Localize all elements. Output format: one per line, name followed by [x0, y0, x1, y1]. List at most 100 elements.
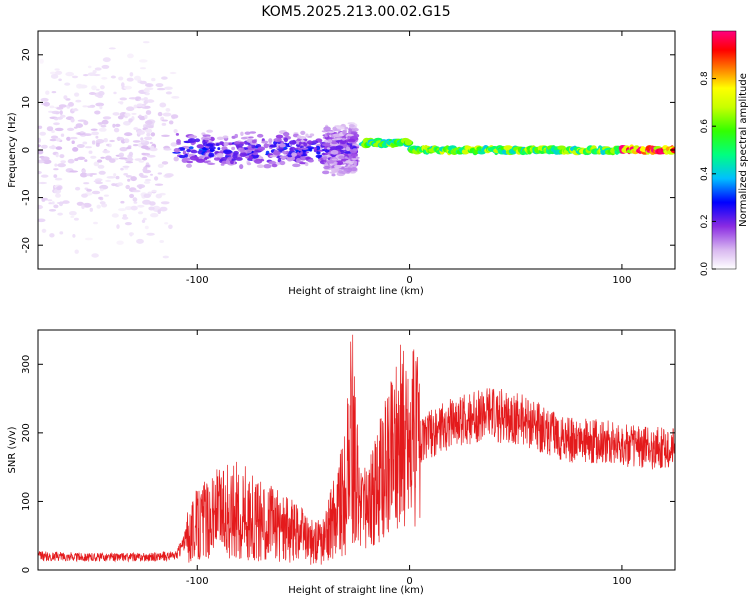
spectrogram-blob [201, 132, 206, 135]
spectrogram-blob [99, 188, 104, 192]
spectrogram-blob [309, 133, 315, 137]
spectrogram-blob [74, 158, 79, 162]
spectrogram-blob [38, 218, 46, 223]
spectrogram-blob [249, 147, 257, 151]
spectrogram-blob [324, 139, 328, 143]
spectrogram-blob [53, 204, 59, 209]
spectrogram-blob [87, 105, 93, 108]
spectrogram-blob [173, 129, 178, 134]
spectrogram-blob [99, 184, 109, 190]
spectrogram-blob [49, 138, 57, 142]
spectrogram-blob [324, 149, 330, 153]
spectrogram-blob [252, 152, 259, 156]
spectrogram-blob [239, 164, 244, 170]
spectrogram-blob [124, 222, 132, 226]
spectrogram-blob [136, 130, 146, 135]
spectrogram-blob [142, 168, 147, 172]
colorbar-tick-label: 0.4 [700, 166, 710, 181]
spectrogram-blob [170, 142, 178, 147]
spectrogram-blob [159, 102, 167, 108]
spectrogram-blob [208, 152, 215, 158]
spectrogram-blob [83, 120, 89, 126]
spectrogram-blob [55, 146, 63, 150]
spectrogram-blob [128, 232, 134, 236]
spectrogram-blob [116, 224, 120, 230]
spectrogram-blob [138, 59, 148, 63]
spectrogram-blob [160, 201, 170, 205]
spectrogram-blob [338, 155, 345, 160]
spectrogram-blob [326, 132, 331, 136]
spectrogram-blob [168, 120, 174, 125]
spectrogram-blob [223, 141, 229, 147]
spectrogram-blob [305, 162, 309, 167]
spectrogram-blob [98, 196, 102, 200]
spectrogram-blob [117, 101, 124, 104]
spectrogram-ytick-label: 20 [21, 48, 32, 61]
spectrogram-blob [279, 160, 286, 166]
spectrogram-blob [39, 131, 46, 136]
spectrogram-blob [51, 91, 57, 94]
spectrogram-blob [279, 143, 286, 148]
spectrogram-blob [103, 138, 108, 143]
spectrogram-blob [345, 146, 351, 152]
spectrogram-blob [71, 75, 79, 79]
spectrogram-segment [172, 129, 329, 170]
spectrogram-blob [248, 155, 253, 160]
spectrogram-blob [58, 104, 67, 108]
spectrogram-blob [154, 183, 164, 186]
spectrogram-blob [146, 99, 155, 103]
spectrogram-blob [188, 146, 194, 150]
spectrogram-blob [291, 139, 296, 145]
spectrogram-blob [125, 206, 133, 211]
snr-ylabel: SNR (v/v) [7, 426, 18, 473]
spectrogram-blob [331, 138, 339, 141]
spectrogram-blob [84, 237, 93, 241]
spectrogram-blob [298, 136, 307, 140]
spectrogram-blob [249, 131, 257, 134]
spectrogram-blob [143, 180, 151, 184]
spectrogram-blob [105, 179, 112, 182]
spectrogram-blob [340, 170, 348, 175]
spectrogram-blob [136, 103, 144, 107]
spectrogram-blob [161, 119, 168, 122]
spectrogram-blob [143, 193, 151, 198]
spectrogram-blob [49, 71, 57, 75]
spectrogram-blob [56, 137, 61, 142]
spectrogram-blob [71, 108, 79, 112]
spectrogram-blob [223, 149, 232, 155]
figure-title: KOM5.2025.213.00.02.G15 [261, 4, 450, 20]
spectrogram-blob [145, 83, 154, 88]
spectrogram-blob [91, 140, 96, 145]
spectrogram-blob [182, 150, 186, 155]
spectrogram-blob [70, 118, 75, 123]
spectrogram-blob [234, 133, 238, 139]
spectrogram-blob [49, 105, 55, 109]
spectrogram-blob [346, 134, 354, 137]
spectrogram-blob [165, 108, 171, 112]
spectrogram-blob [47, 199, 53, 202]
spectrogram-blob [330, 149, 339, 155]
spectrogram-blob [348, 124, 355, 128]
spectrogram-blob [59, 154, 65, 159]
spectrogram-blob [81, 169, 86, 173]
colorbar-ticks: 0.0 0.2 0.4 0.6 0.8 [700, 71, 716, 276]
spectrogram-blob [38, 181, 48, 185]
spectrogram-blob [59, 231, 64, 235]
spectrogram-blob [300, 139, 305, 143]
spectrogram-blob [100, 156, 105, 159]
spectrogram-blob [144, 120, 153, 125]
spectrogram-blob [84, 159, 88, 162]
spectrogram-blob [53, 168, 59, 171]
spectrogram-blob [101, 77, 108, 80]
spectrogram-blob [120, 200, 125, 204]
snr-marks [38, 334, 675, 565]
spectrogram-blob [337, 126, 345, 130]
spectrogram-blob [57, 212, 63, 216]
spectrogram-blob [67, 158, 75, 164]
spectrogram-blob [155, 193, 162, 199]
spectrogram-blob [196, 158, 205, 163]
spectrogram-blob [144, 178, 152, 182]
spectrogram-blob [183, 157, 191, 161]
spectrogram-blob [95, 88, 100, 91]
